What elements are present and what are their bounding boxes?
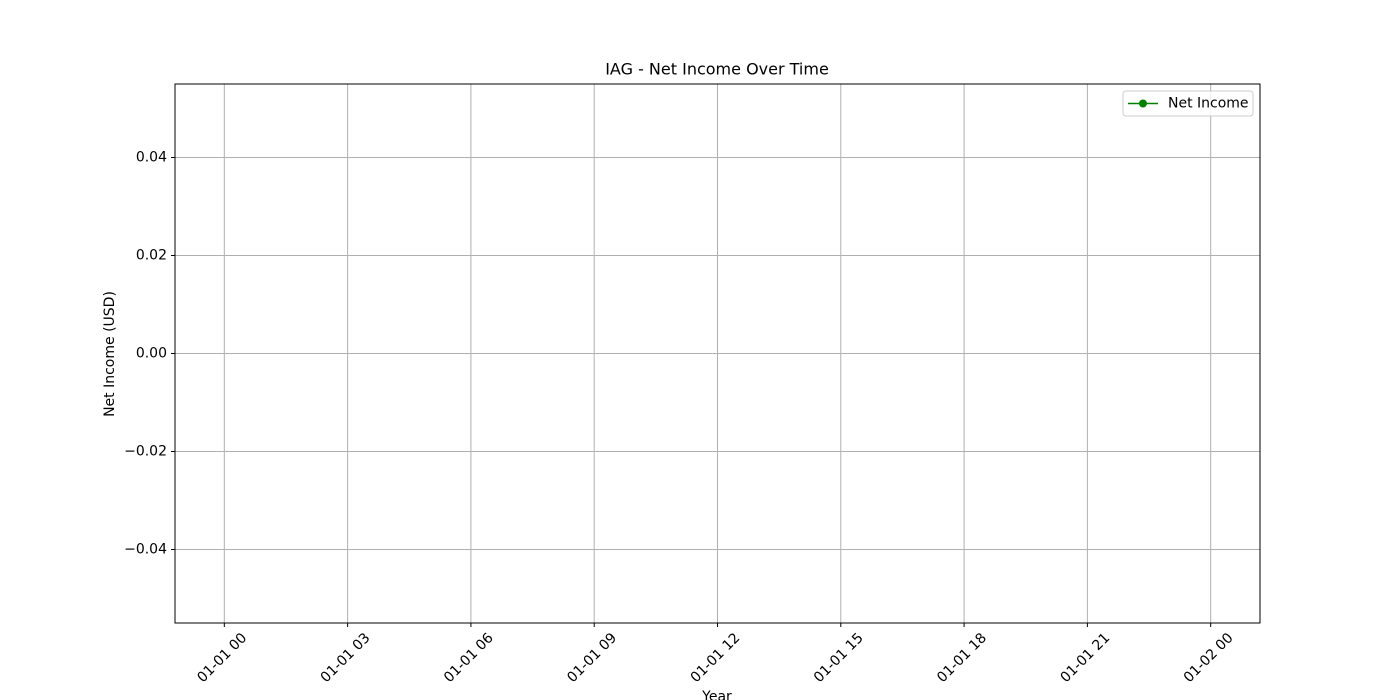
x-tick-label: 01-01 21 bbox=[1057, 630, 1113, 686]
legend-box bbox=[1122, 90, 1254, 117]
x-tick-label: 01-01 18 bbox=[934, 630, 990, 686]
y-tick-label: −0.04 bbox=[124, 542, 167, 558]
y-tick-label: 0.02 bbox=[136, 248, 167, 264]
x-tick-label: 01-01 06 bbox=[441, 630, 497, 686]
x-tick-label: 01-01 03 bbox=[318, 630, 374, 686]
x-axis-label: Year bbox=[701, 689, 732, 700]
x-tick-label: 01-02 00 bbox=[1181, 630, 1237, 686]
chart-title: IAG - Net Income Over Time bbox=[605, 60, 829, 79]
y-axis-label: Net Income (USD) bbox=[102, 291, 118, 417]
y-tick-label: 0.04 bbox=[136, 150, 167, 166]
y-tick-label: −0.02 bbox=[124, 444, 167, 460]
plot-frame bbox=[174, 83, 1261, 624]
legend-label: Net Income bbox=[1168, 96, 1249, 112]
y-tick-label: 0.00 bbox=[136, 346, 167, 362]
x-tick-label: 01-01 09 bbox=[564, 630, 620, 686]
x-tick-label: 01-01 00 bbox=[194, 630, 250, 686]
legend-marker bbox=[1139, 99, 1147, 108]
x-tick-label: 01-01 15 bbox=[811, 630, 867, 686]
x-tick-label: 01-01 12 bbox=[688, 630, 744, 686]
